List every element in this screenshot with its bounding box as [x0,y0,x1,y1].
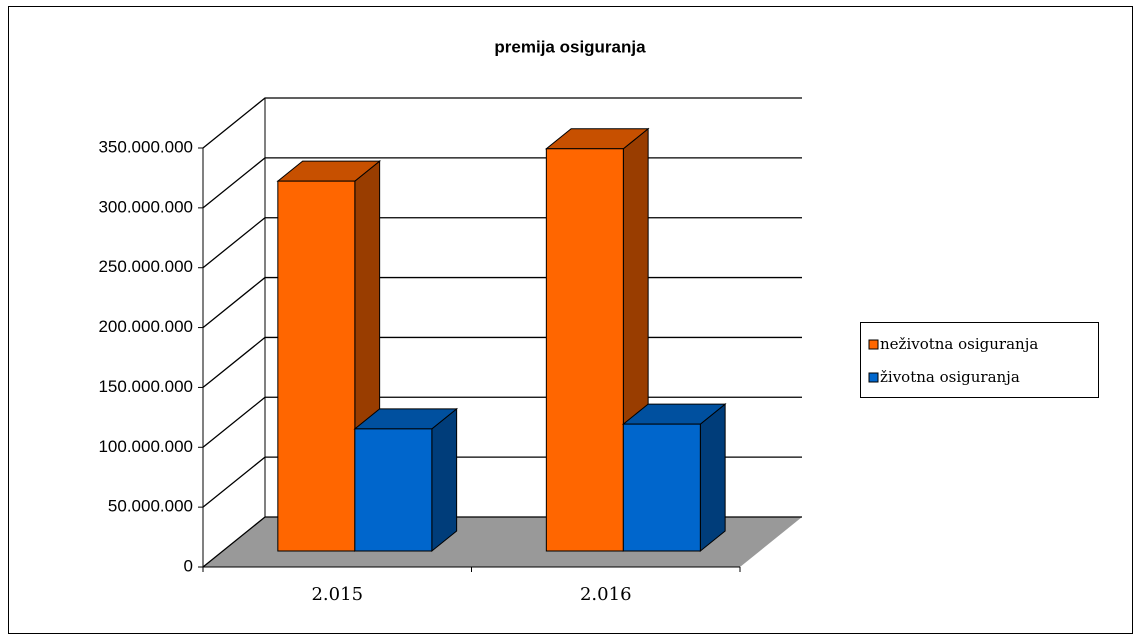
x-tick-label: 2.016 [580,584,632,605]
bar [277,180,356,552]
y-tick-label: 250.000.000 [98,257,193,276]
y-tick-label: 50.000.000 [108,497,193,516]
legend-label: životna osiguranja [880,368,1020,386]
chart-title: premija osiguranja [494,37,646,56]
y-tick-label: 0 [184,556,193,575]
legend-box [860,322,1099,398]
legend-swatch [868,339,879,350]
y-tick-label: 100.000.000 [98,437,193,456]
y-tick-label: 350.000.000 [98,137,193,156]
y-tick-label: 200.000.000 [98,317,193,336]
x-tick-label: 2.015 [311,584,363,605]
y-tick-label: 300.000.000 [98,197,193,216]
legend-swatch [868,372,879,383]
bar-side [431,407,458,553]
grid-line [202,97,802,149]
bar [545,148,624,552]
legend-label: neživotna osiguranja [880,335,1038,353]
y-tick-label: 150.000.000 [98,377,193,396]
bar [622,423,701,552]
bar [354,428,433,552]
bar-side [699,403,726,553]
